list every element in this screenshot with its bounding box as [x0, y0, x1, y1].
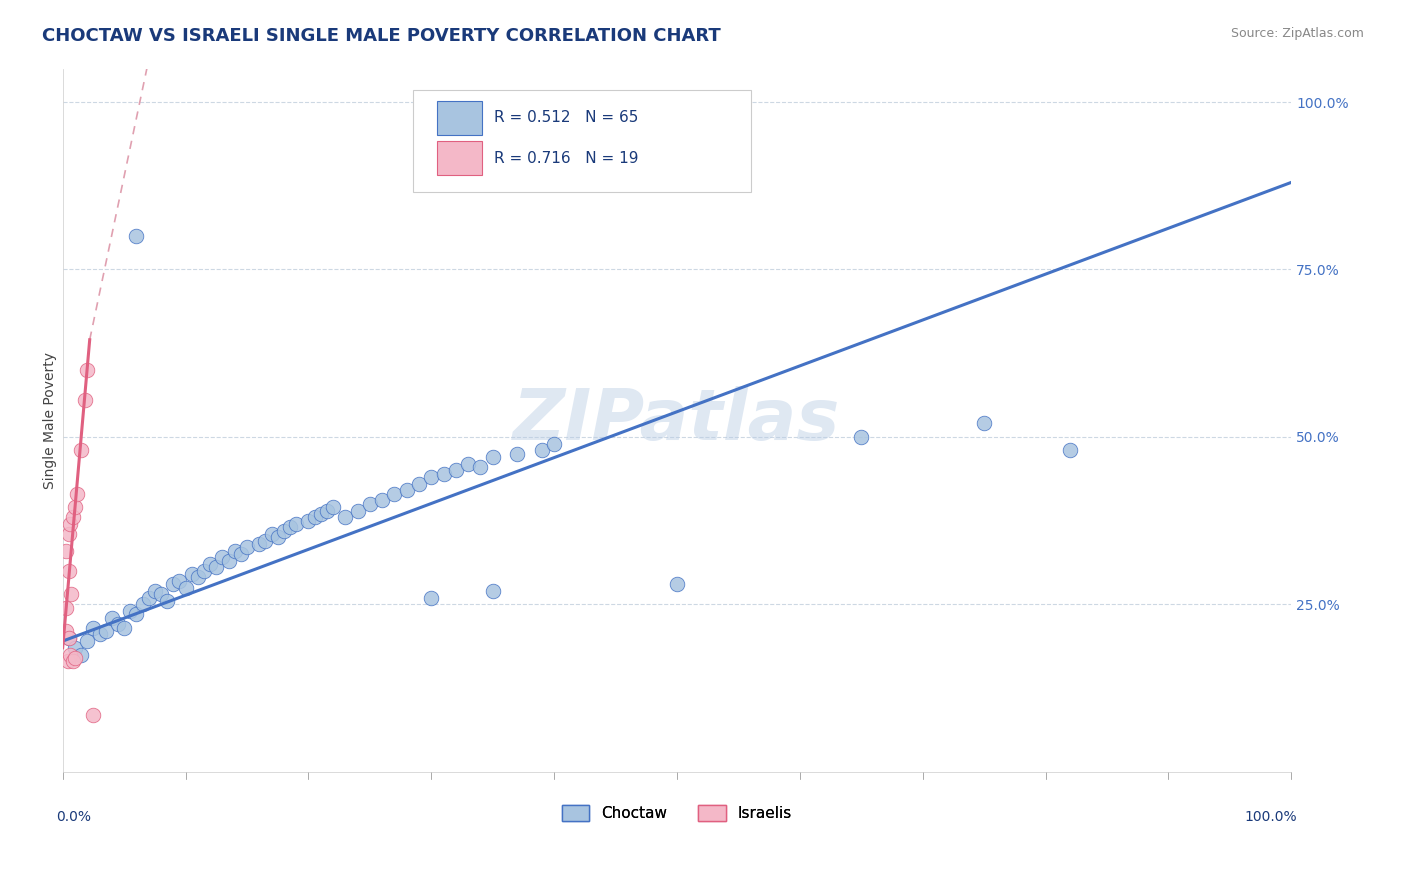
Point — [851, 430, 873, 444]
Point — [59, 516, 82, 531]
Point — [666, 577, 689, 591]
FancyBboxPatch shape — [413, 89, 751, 192]
Point — [76, 634, 98, 648]
Point — [62, 510, 84, 524]
Point — [260, 527, 283, 541]
Point — [420, 591, 443, 605]
Point — [420, 470, 443, 484]
Point — [211, 550, 233, 565]
Point — [70, 443, 93, 458]
Point — [384, 487, 406, 501]
Point — [322, 500, 344, 515]
Point — [193, 564, 215, 578]
Point — [94, 624, 117, 638]
Point — [63, 500, 86, 515]
Point — [82, 707, 104, 722]
Point — [506, 447, 529, 461]
Point — [273, 524, 295, 538]
Point — [198, 557, 221, 571]
Point — [101, 610, 124, 624]
Point — [444, 463, 467, 477]
Point — [481, 450, 503, 464]
Point — [470, 460, 492, 475]
Point — [285, 516, 308, 531]
Point — [107, 617, 129, 632]
Text: R = 0.512   N = 65: R = 0.512 N = 65 — [494, 111, 638, 125]
Point — [112, 621, 135, 635]
Point — [73, 392, 96, 407]
Legend: Choctaw, Israelis: Choctaw, Israelis — [555, 799, 799, 828]
Text: CHOCTAW VS ISRAELI SINGLE MALE POVERTY CORRELATION CHART: CHOCTAW VS ISRAELI SINGLE MALE POVERTY C… — [42, 27, 721, 45]
Point — [62, 654, 84, 668]
Point — [55, 624, 77, 638]
Text: 0.0%: 0.0% — [56, 810, 91, 824]
Point — [543, 436, 565, 450]
FancyBboxPatch shape — [437, 141, 482, 176]
Point — [309, 507, 332, 521]
Point — [56, 654, 79, 668]
Text: ZIPatlas: ZIPatlas — [513, 385, 841, 455]
Point — [1059, 443, 1081, 458]
Point — [457, 457, 479, 471]
Point — [247, 537, 270, 551]
Point — [187, 570, 209, 584]
Point — [66, 487, 89, 501]
Point — [76, 363, 98, 377]
Point — [70, 648, 93, 662]
Point — [59, 648, 82, 662]
Text: 100.0%: 100.0% — [1244, 810, 1298, 824]
Point — [371, 493, 394, 508]
Point — [169, 574, 191, 588]
Point — [82, 621, 104, 635]
Point — [55, 600, 77, 615]
Point — [304, 510, 326, 524]
Text: Source: ZipAtlas.com: Source: ZipAtlas.com — [1230, 27, 1364, 40]
Point — [254, 533, 277, 548]
Point — [236, 541, 259, 555]
Point — [156, 594, 179, 608]
Point — [174, 581, 197, 595]
Point — [89, 627, 111, 641]
Point — [359, 497, 381, 511]
Point — [218, 554, 240, 568]
Point — [315, 503, 337, 517]
Point — [408, 476, 430, 491]
Point — [149, 587, 172, 601]
Point — [297, 514, 319, 528]
Point — [162, 577, 184, 591]
Point — [432, 467, 454, 481]
Y-axis label: Single Male Poverty: Single Male Poverty — [44, 351, 58, 489]
Point — [55, 543, 77, 558]
Point — [205, 560, 228, 574]
Point — [131, 597, 153, 611]
Point — [58, 631, 80, 645]
Point — [120, 604, 142, 618]
Point — [143, 583, 166, 598]
Point — [346, 503, 368, 517]
Point — [335, 510, 357, 524]
Point — [481, 583, 503, 598]
Point — [395, 483, 418, 498]
Point — [530, 443, 553, 458]
Point — [58, 564, 80, 578]
Point — [125, 607, 148, 622]
Point — [138, 591, 160, 605]
Text: R = 0.716   N = 19: R = 0.716 N = 19 — [494, 151, 638, 166]
Point — [60, 587, 83, 601]
Point — [63, 640, 86, 655]
Point — [278, 520, 301, 534]
Point — [224, 543, 246, 558]
Point — [125, 229, 148, 244]
Point — [267, 530, 290, 544]
FancyBboxPatch shape — [437, 101, 482, 135]
Point — [229, 547, 252, 561]
Point — [973, 417, 995, 431]
Point — [58, 631, 80, 645]
Point — [63, 651, 86, 665]
Point — [58, 527, 80, 541]
Point — [180, 567, 202, 582]
